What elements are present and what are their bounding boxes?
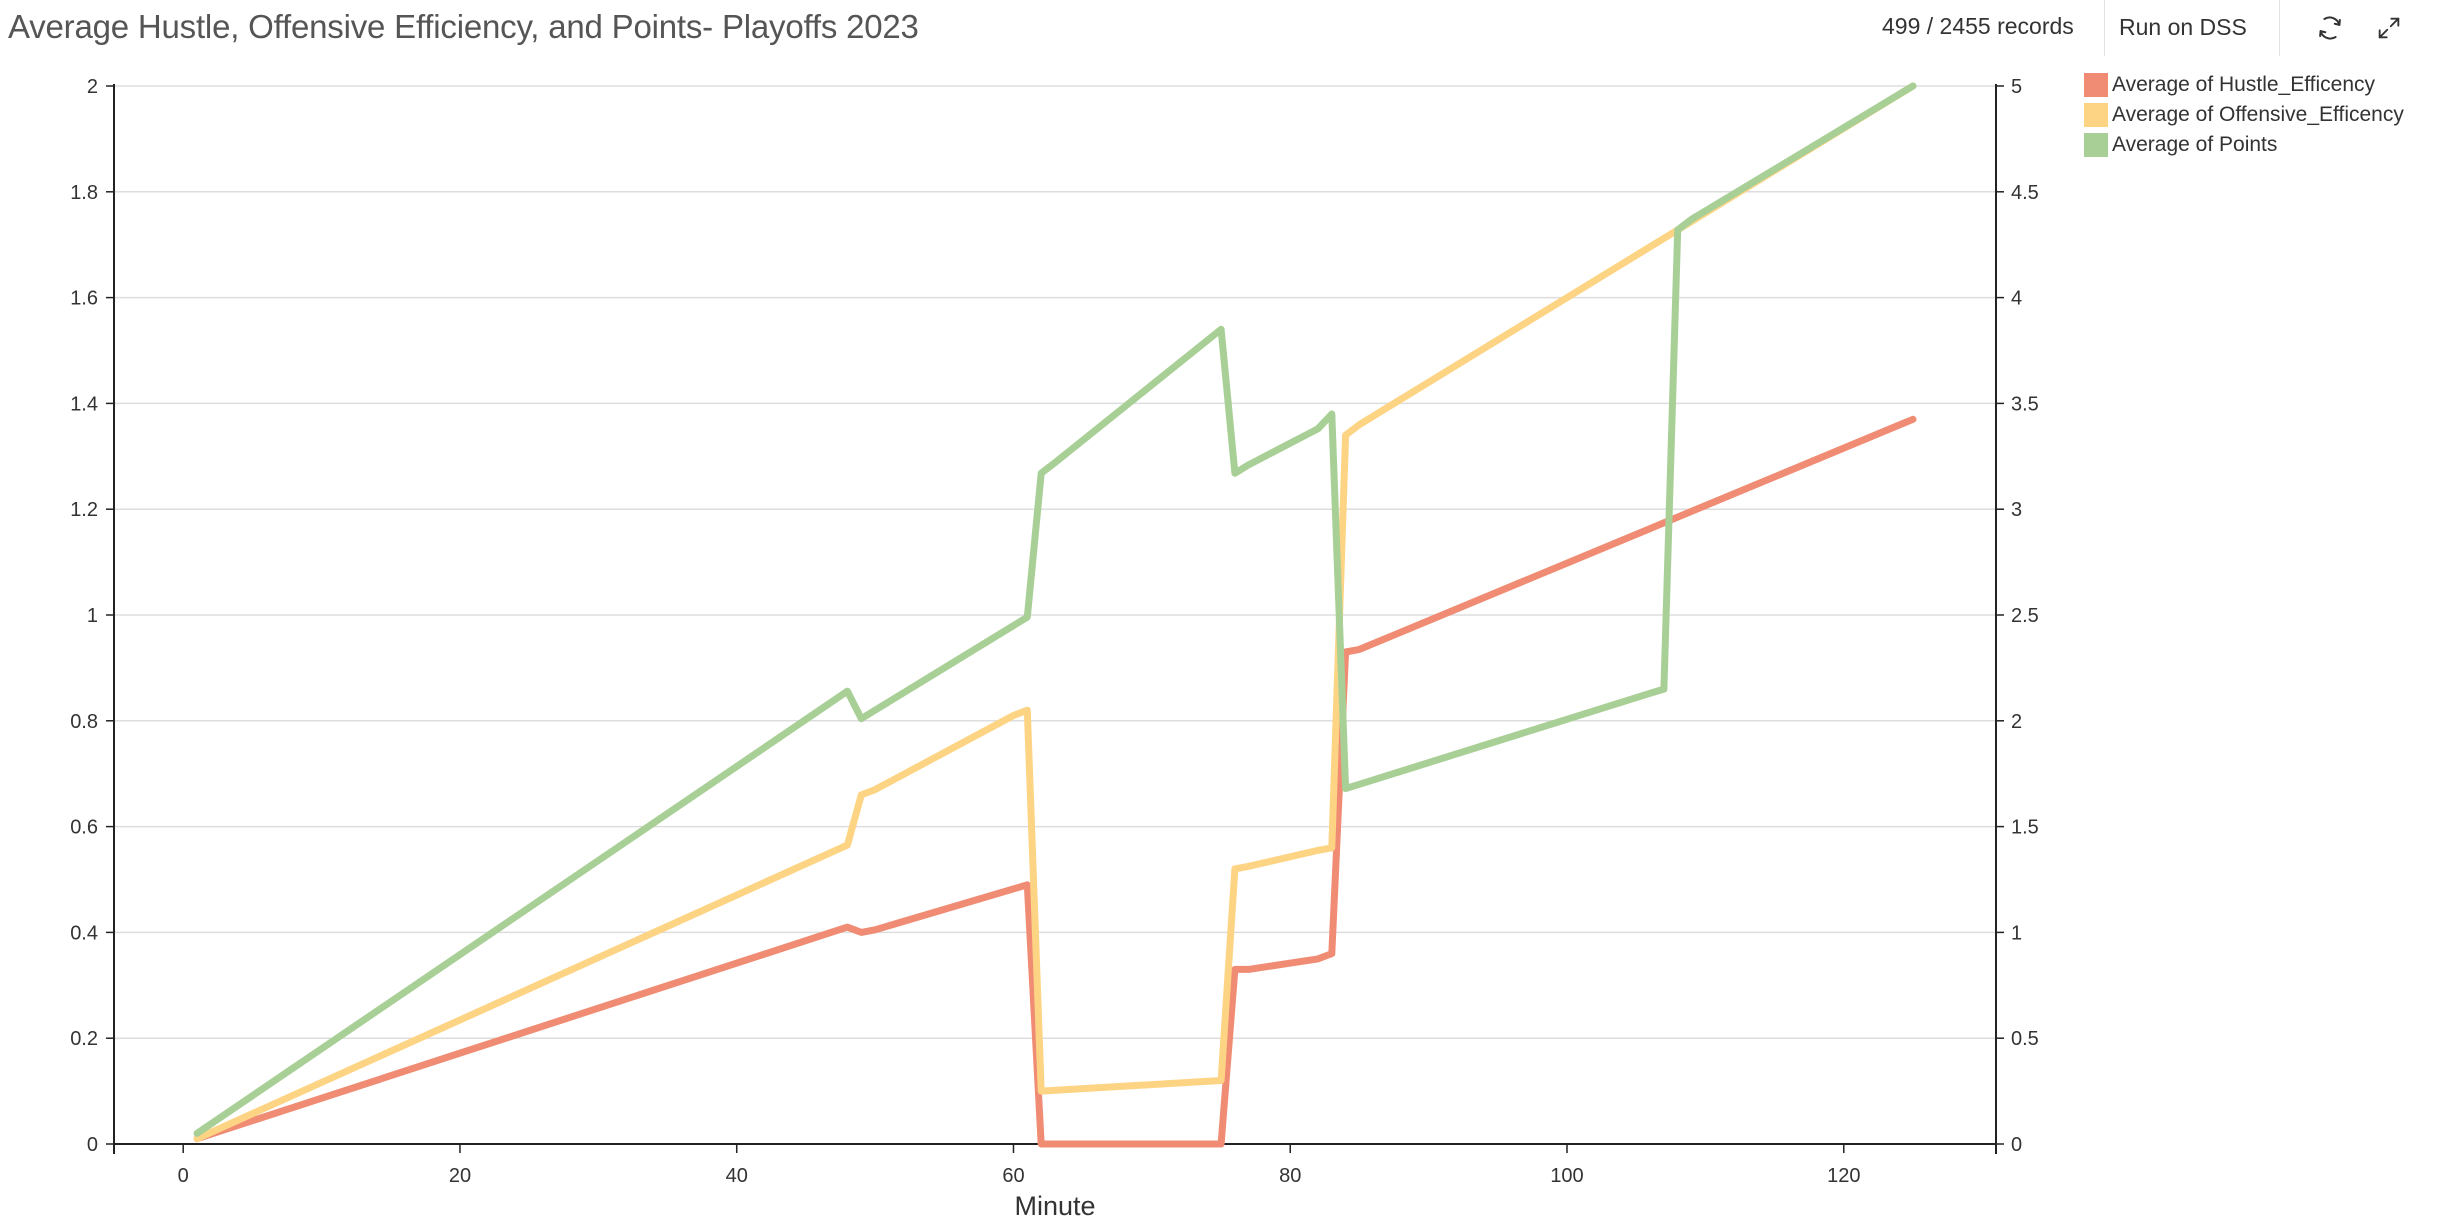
y2-tick-label: 1 [2011,922,2022,944]
y-tick-label: 0.4 [70,922,98,944]
x-tick-label: 20 [449,1165,471,1187]
records-count: 499 / 2455 records [1882,13,2074,39]
chart-title: Average Hustle, Offensive Efficiency, an… [8,8,919,45]
legend-swatch-offensive [2084,103,2108,127]
y-tick-label: 0.2 [70,1028,98,1050]
y2-tick-label: 2 [2011,711,2022,733]
legend-swatch-points [2084,133,2108,157]
y2-tick-label: 3 [2011,499,2022,521]
y2-tick-label: 2.5 [2011,605,2039,627]
x-tick-label: 80 [1279,1165,1301,1187]
legend-item-hustle[interactable]: Average of Hustle_Efficency [2084,70,2404,100]
y2-tick-label: 0.5 [2011,1028,2039,1050]
expand-icon [2378,17,2400,39]
y-tick-label: 1.4 [70,393,98,415]
y-tick-label: 1.2 [70,499,98,521]
y-tick-label: 1.8 [70,182,98,204]
y-tick-label: 1.6 [70,288,98,310]
series-line-hustle [193,415,1917,1148]
x-axis-label: Minute [1014,1191,1095,1221]
run-on-dss-button[interactable]: Run on DSS [2119,14,2247,40]
legend-label-points: Average of Points [2112,133,2278,156]
refresh-button[interactable] [2310,8,2350,48]
y2-tick-label: 5 [2011,76,2022,98]
x-tick-label: 40 [726,1165,748,1187]
x-tick-label: 120 [1827,1165,1860,1187]
legend-label-hustle: Average of Hustle_Efficency [2112,73,2376,96]
x-tick-label: 60 [1002,1165,1024,1187]
chart-header: Average Hustle, Offensive Efficiency, an… [0,0,2438,58]
chart-legend: Average of Hustle_Efficency Average of O… [2084,70,2404,160]
refresh-icon [2319,16,2341,40]
y2-tick-label: 3.5 [2011,393,2039,415]
y-tick-label: 0.6 [70,817,98,839]
header-divider [2104,0,2105,56]
series-line-points [193,82,1917,1137]
y-tick-label: 1 [87,605,98,627]
y-tick-label: 2 [87,76,98,98]
legend-label-offensive: Average of Offensive_Efficency [2112,103,2404,126]
series-line-offensive [193,82,1917,1143]
x-tick-label: 100 [1550,1165,1583,1187]
y-tick-label: 0 [87,1134,98,1156]
expand-button[interactable] [2369,8,2409,48]
y-tick-label: 0.8 [70,711,98,733]
legend-swatch-hustle [2084,73,2108,97]
y2-tick-label: 4.5 [2011,182,2039,204]
header-divider [2279,0,2280,56]
x-tick-label: 0 [178,1165,189,1187]
y2-tick-label: 0 [2011,1134,2022,1156]
legend-item-points[interactable]: Average of Points [2084,130,2404,160]
legend-item-offensive[interactable]: Average of Offensive_Efficency [2084,100,2404,130]
y2-tick-label: 4 [2011,288,2022,310]
y2-tick-label: 1.5 [2011,817,2039,839]
